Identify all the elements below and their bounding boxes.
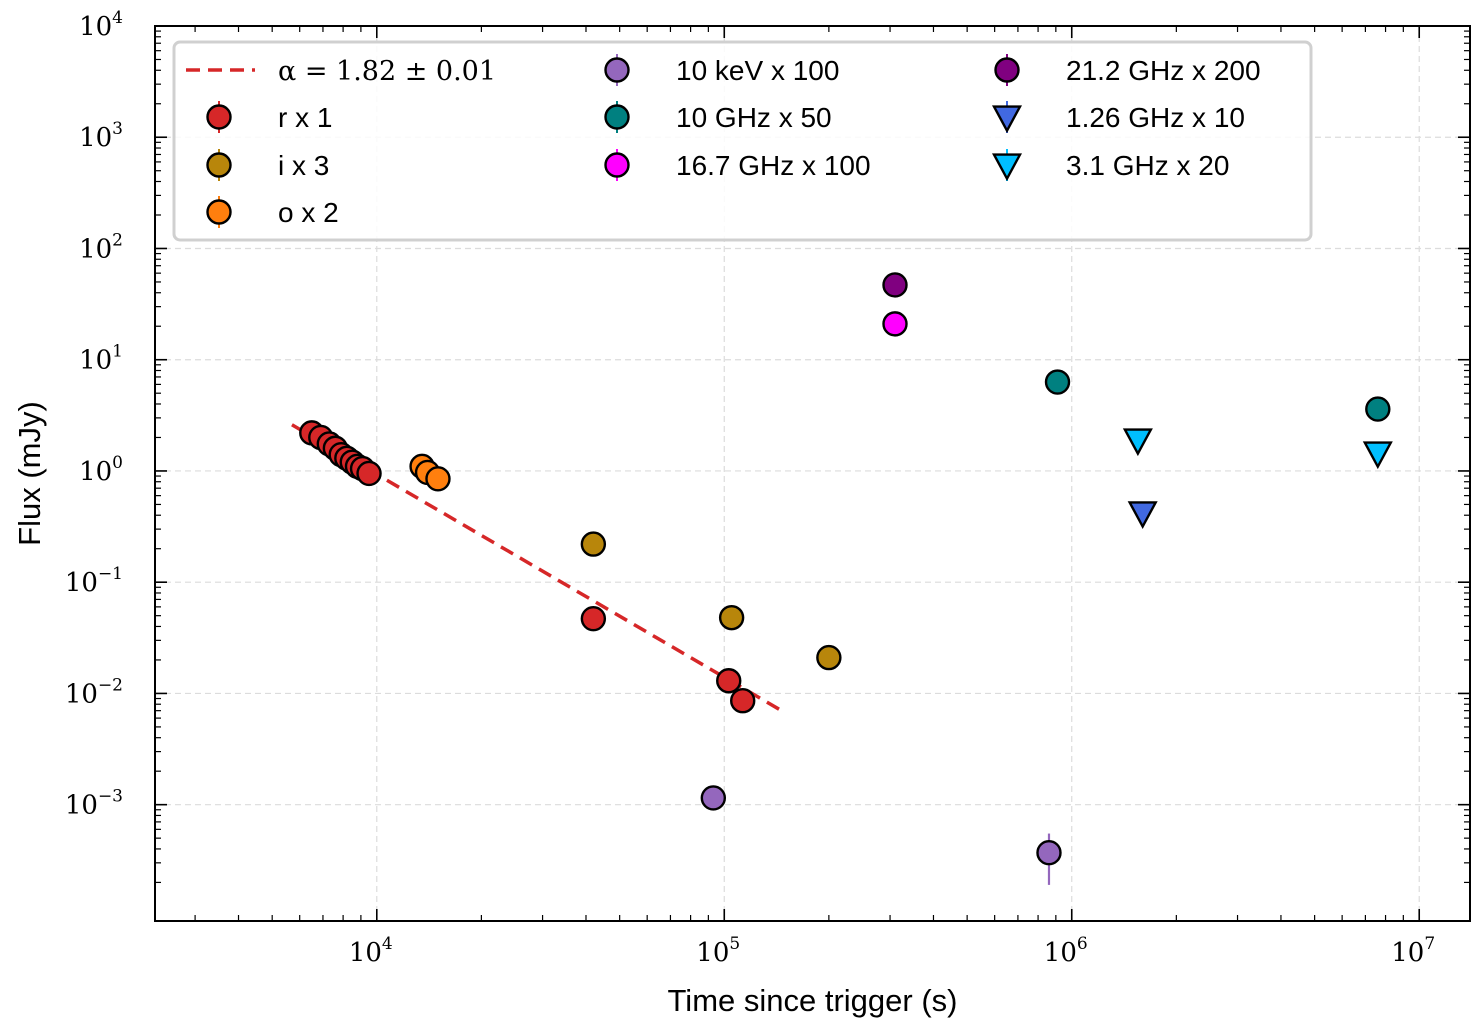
series-group [1122, 428, 1393, 470]
legend-item: 3.1 GHz x 20 [991, 149, 1229, 182]
legend-item: 21.2 GHz x 200 [994, 54, 1261, 86]
legend-marker-triangle [991, 105, 1023, 134]
data-point [580, 605, 607, 632]
legend-label: o x 2 [278, 197, 339, 228]
x-tick-label: 107 [1391, 934, 1435, 968]
data-point [730, 688, 756, 714]
legend-label: 10 keV x 100 [676, 55, 839, 86]
data-point [1044, 369, 1071, 395]
data-points [299, 272, 1393, 885]
data-point-triangle [1127, 501, 1158, 530]
data-point [716, 668, 742, 694]
legend-label: i x 3 [278, 150, 329, 181]
legend-item: i x 3 [206, 149, 329, 181]
legend: α = 1.82 ± 0.01 r x 1 i x 3 o x 2 10 keV x 1… [172, 40, 1313, 242]
data-point [882, 311, 908, 337]
legend-label: r x 1 [278, 102, 332, 133]
series-group [299, 420, 756, 714]
legend-item: 10 GHz x 50 [604, 101, 832, 133]
y-tick-label: 103 [79, 119, 123, 153]
y-tick-label: 10−3 [65, 787, 123, 821]
data-point [580, 531, 607, 557]
legend-item: o x 2 [206, 196, 339, 228]
x-tick-label: 104 [349, 934, 393, 968]
legend-marker [206, 104, 232, 130]
data-point [356, 460, 382, 487]
y-tick-label: 104 [79, 8, 123, 42]
y-tick-label: 10−2 [65, 675, 123, 709]
legend-marker [604, 104, 630, 130]
legend-label: 10 GHz x 50 [676, 102, 832, 133]
series-group [409, 453, 451, 492]
legend-label: 21.2 GHz x 200 [1066, 55, 1261, 86]
legend-item: r x 1 [206, 101, 332, 133]
x-tick-label: 106 [1044, 934, 1088, 968]
y-axis-label: Flux (mJy) [12, 401, 47, 546]
data-point [1036, 840, 1062, 866]
data-point [882, 272, 908, 298]
y-tick-label: 100 [79, 453, 123, 487]
data-point-triangle [1362, 441, 1393, 470]
legend-frame [172, 40, 1313, 242]
series-group [882, 311, 908, 337]
y-tick-label: 101 [79, 342, 123, 376]
legend-label: 16.7 GHz x 100 [676, 150, 871, 181]
legend-label: α = 1.82 ± 0.01 [278, 56, 496, 87]
legend-marker [206, 152, 232, 178]
legend-item: α = 1.82 ± 0.01 [186, 56, 496, 87]
legend-label: 1.26 GHz x 10 [1066, 102, 1245, 133]
legend-item: 1.26 GHz x 10 [991, 101, 1245, 134]
data-point [425, 466, 451, 492]
series-group [1044, 369, 1391, 422]
legend-item: 16.7 GHz x 100 [604, 149, 871, 181]
legend-marker [604, 152, 630, 178]
legend-marker [994, 57, 1020, 83]
tick-labels: 104 105 106 107 10−3 10−2 10−1 100 101 102 103 104 [65, 8, 1435, 968]
x-axis-label: Time since trigger (s) [668, 983, 958, 1018]
series-group [882, 272, 908, 298]
data-point-triangle [1122, 428, 1153, 457]
plot-area-frame [154, 25, 1471, 922]
legend-items: α = 1.82 ± 0.01 r x 1 i x 3 o x 2 10 keV x 1… [186, 54, 1261, 228]
data-point [816, 644, 842, 671]
legend-marker [604, 57, 630, 83]
legend-label: 3.1 GHz x 20 [1066, 150, 1229, 181]
series-group [1127, 501, 1158, 530]
series-group [580, 531, 842, 671]
x-tick-label: 105 [696, 934, 740, 968]
legend-marker [206, 199, 232, 225]
y-tick-label: 10−1 [65, 564, 123, 598]
series-group [700, 785, 1062, 885]
data-point [718, 604, 745, 631]
data-point [1365, 396, 1391, 422]
y-tick-label: 102 [79, 230, 123, 264]
legend-item: 10 keV x 100 [604, 54, 839, 86]
legend-marker-triangle [991, 153, 1023, 182]
axis-ticks [155, 25, 1470, 921]
data-point [700, 785, 727, 811]
